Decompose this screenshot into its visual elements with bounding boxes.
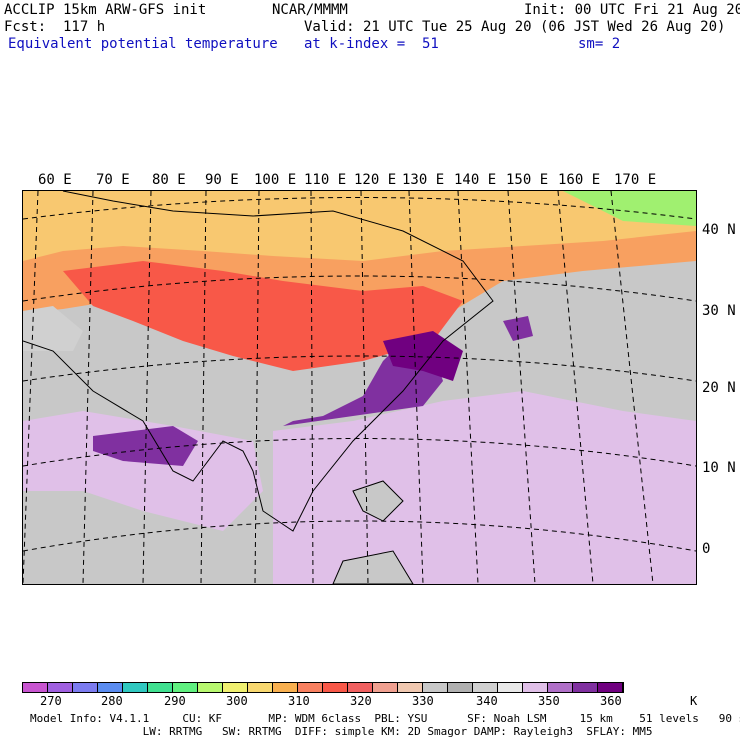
lavender-ocean [273, 391, 696, 584]
level-index: at k-index = 51 [304, 36, 439, 52]
lon-label: 80 E [152, 172, 186, 188]
lon-label: 90 E [205, 172, 239, 188]
forecast-hour: Fcst: 117 h [4, 19, 106, 35]
green-patch [563, 191, 696, 226]
colorbar-tick: 360 [600, 694, 622, 708]
colorbar-swatch [448, 683, 473, 692]
colorbar-swatch [523, 683, 548, 692]
island-borneo [332, 550, 414, 584]
forecast-map [22, 190, 697, 585]
island-philippines [352, 480, 404, 522]
colorbar-tick: 300 [226, 694, 248, 708]
colorbar-swatch [273, 683, 298, 692]
lon-label: 60 E [38, 172, 72, 188]
purple-patch-east [503, 316, 533, 341]
colorbar-swatch [98, 683, 123, 692]
warmer-band [23, 191, 696, 261]
colorbar-swatch [148, 683, 173, 692]
colorbar-swatch [298, 683, 323, 692]
lon-label: 70 E [96, 172, 130, 188]
lat-label: 20 N [702, 380, 736, 396]
colorbar-swatch [548, 683, 573, 692]
org-label: NCAR/MMMM [272, 2, 348, 18]
lat-label: 0 [702, 541, 711, 557]
purple-core [383, 331, 463, 381]
colorbar-swatch [323, 683, 348, 692]
colorbar-swatch [123, 683, 148, 692]
lon-label: 100 E [254, 172, 297, 188]
field-name: Equivalent potential temperature [8, 36, 278, 52]
physics-info-line: LW: RRTMG SW: RRTMG DIFF: simple KM: 2D … [30, 725, 653, 738]
colorbar-swatch [473, 683, 498, 692]
colorbar-tick: 310 [288, 694, 310, 708]
init-time: Init: 00 UTC Fri 21 Aug 20 [524, 2, 740, 18]
colorbar-tick: 350 [538, 694, 560, 708]
colorbar-swatch [498, 683, 523, 692]
lat-label: 10 N [702, 460, 736, 476]
colorbar-swatch [73, 683, 98, 692]
colorbar-tick: 280 [101, 694, 123, 708]
hot-band [63, 261, 463, 371]
grey-region [23, 306, 83, 351]
valid-time: Valid: 21 UTC Tue 25 Aug 20 (06 JST Wed … [304, 19, 726, 35]
colorbar-swatch [348, 683, 373, 692]
colorbar-swatch [48, 683, 73, 692]
colorbar-tick: 270 [40, 694, 62, 708]
lon-label: 120 E [354, 172, 397, 188]
lavender-region [23, 411, 263, 531]
lon-label: 170 E [614, 172, 657, 188]
longitude-grid [23, 191, 654, 584]
lon-label: 130 E [402, 172, 445, 188]
colorbar-swatch [248, 683, 273, 692]
lat-label: 40 N [702, 222, 736, 238]
lon-label: 150 E [506, 172, 549, 188]
lon-label: 160 E [558, 172, 601, 188]
colorbar-unit: K [690, 694, 698, 708]
colorbar-swatch [173, 683, 198, 692]
model-info-line: Model Info: V4.1.1 CU: KF MP: WDM 6class… [30, 712, 740, 725]
colorbar [22, 682, 624, 693]
colorbar-swatch [223, 683, 248, 692]
colorbar-tick: 340 [476, 694, 498, 708]
colorbar-swatch [373, 683, 398, 692]
colorbar-tick: 290 [164, 694, 186, 708]
lat-label: 30 N [702, 303, 736, 319]
colorbar-swatch [573, 683, 598, 692]
model-title: ACCLIP 15km ARW-GFS init [4, 2, 207, 18]
latitude-grid [23, 197, 696, 552]
lon-label: 110 E [304, 172, 347, 188]
map-canvas [23, 191, 696, 584]
smoothing-value: sm= 2 [578, 36, 621, 52]
lon-label: 140 E [454, 172, 497, 188]
colorbar-swatch [23, 683, 48, 692]
colorbar-swatch [398, 683, 423, 692]
colorbar-swatch [423, 683, 448, 692]
colorbar-swatch [198, 683, 223, 692]
colorbar-tick: 320 [350, 694, 372, 708]
colorbar-swatch [598, 683, 623, 692]
colorbar-tick: 330 [412, 694, 434, 708]
